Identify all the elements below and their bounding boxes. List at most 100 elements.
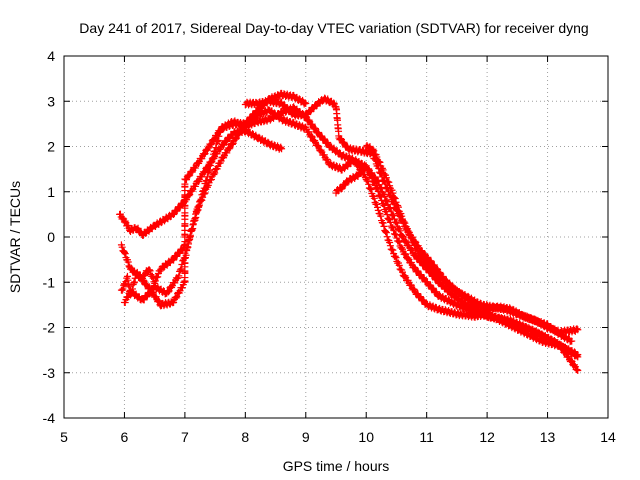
data-point: [195, 202, 203, 210]
data-point: [198, 191, 206, 199]
data-point: [189, 225, 197, 233]
data-point: [212, 144, 220, 152]
data-point: [384, 201, 392, 209]
data-point: [392, 218, 400, 226]
data-point: [378, 164, 386, 172]
data-point: [386, 239, 394, 247]
data-point: [175, 272, 183, 280]
data-point: [377, 183, 385, 191]
data-point: [323, 139, 331, 147]
data-point: [401, 238, 409, 246]
data-point: [388, 211, 396, 219]
y-tick-label: 2: [47, 139, 55, 155]
data-point: [390, 212, 398, 220]
data-point: [379, 166, 387, 174]
data-point: [407, 232, 415, 240]
y-tick-label: -2: [43, 320, 56, 336]
data-point: [400, 218, 408, 226]
data-point: [200, 150, 208, 158]
data-point: [400, 272, 408, 280]
data-point: [411, 264, 419, 272]
data-point: [140, 271, 148, 279]
data-point: [402, 237, 410, 245]
data-point: [387, 222, 395, 230]
data-point: [374, 206, 382, 214]
data-point: [124, 258, 132, 266]
x-tick-label: 8: [241, 429, 249, 445]
data-point: [390, 193, 398, 201]
data-point: [383, 233, 391, 241]
data-point: [130, 279, 138, 287]
data-point: [405, 231, 413, 239]
data-point: [374, 203, 382, 211]
data-point: [180, 254, 188, 262]
data-point: [389, 246, 397, 254]
data-point: [374, 177, 382, 185]
data-point: [276, 144, 284, 152]
data-point: [339, 139, 347, 147]
data-point: [278, 145, 286, 153]
data-point: [214, 136, 222, 144]
data-point: [119, 285, 127, 293]
data-point: [409, 238, 417, 246]
data-point: [209, 136, 217, 144]
data-point: [183, 246, 191, 254]
data-point: [320, 135, 328, 143]
data-point: [164, 288, 172, 296]
data-point: [382, 174, 390, 182]
data-point: [410, 285, 418, 293]
data-point: [367, 186, 375, 194]
data-point: [121, 250, 129, 258]
data-point: [206, 161, 214, 169]
data-point: [223, 149, 231, 157]
y-tick-label: 4: [47, 48, 55, 64]
data-point: [234, 130, 242, 138]
x-tick-label: 9: [302, 429, 310, 445]
data-point: [203, 176, 211, 184]
data-point: [393, 219, 401, 227]
data-point: [154, 297, 162, 305]
data-point: [398, 232, 406, 240]
data-point: [402, 250, 410, 258]
data-point: [131, 274, 139, 282]
data-point: [194, 177, 202, 185]
data-point: [392, 254, 400, 262]
data-point: [189, 220, 197, 228]
y-tick-label: -4: [43, 410, 56, 426]
data-point: [407, 235, 415, 243]
data-point: [202, 177, 210, 185]
data-point: [419, 253, 427, 261]
data-point: [391, 252, 399, 260]
data-point: [370, 194, 378, 202]
plot-border: [63, 55, 609, 419]
data-point: [398, 212, 406, 220]
data-point: [170, 210, 178, 218]
data-point: [197, 195, 205, 203]
data-point: [194, 206, 202, 214]
data-point: [123, 293, 131, 301]
y-tick-label: 1: [47, 184, 55, 200]
data-point: [323, 155, 331, 163]
data-point: [394, 237, 402, 245]
data-point: [302, 100, 310, 108]
x-tick-label: 5: [60, 429, 68, 445]
data-point: [396, 227, 404, 235]
data-point: [311, 125, 319, 133]
data-point: [182, 246, 190, 254]
data-point: [376, 168, 384, 176]
data-point: [183, 243, 191, 251]
data-point: [394, 202, 402, 210]
data-point: [376, 158, 384, 166]
data-point: [380, 170, 388, 178]
data-point: [364, 166, 372, 174]
y-axis-title: SDTVAR / TECUs: [7, 181, 23, 293]
y-tick-label: 3: [47, 93, 55, 109]
data-point: [428, 285, 436, 293]
data-points: [116, 89, 582, 374]
x-tick-label: 14: [600, 429, 616, 445]
data-point: [207, 158, 215, 166]
data-point: [422, 258, 430, 266]
data-point: [186, 231, 194, 239]
data-point: [232, 135, 240, 143]
